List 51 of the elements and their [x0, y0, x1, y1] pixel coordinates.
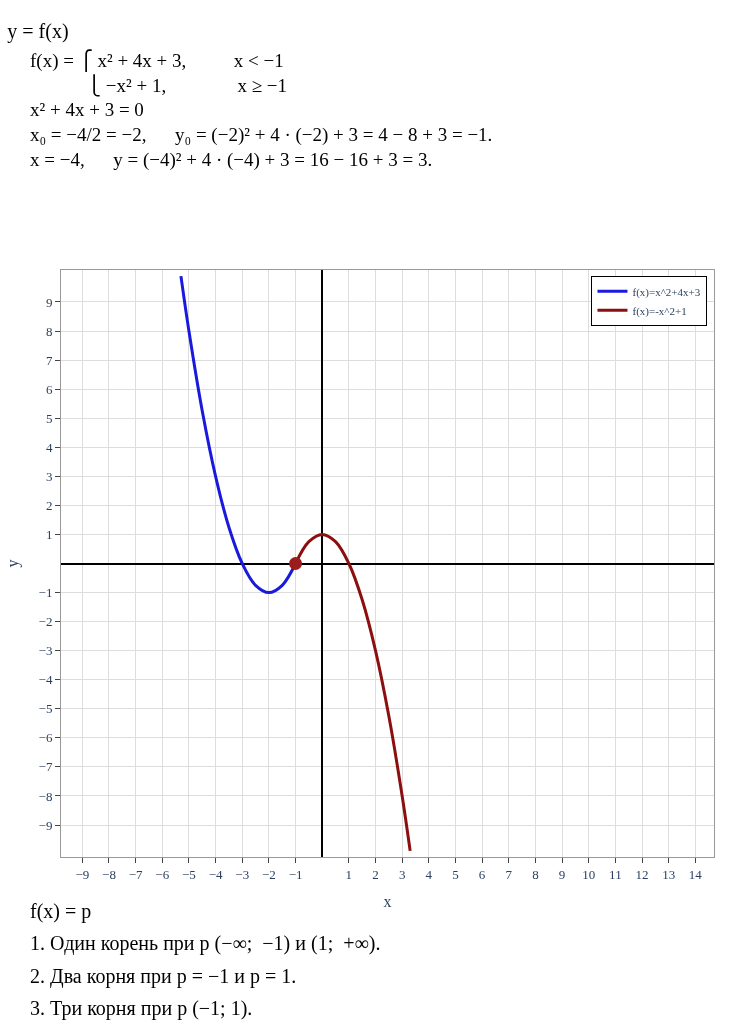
x-tick-label: 14: [688, 866, 703, 882]
chart-title: y = f(x): [7, 20, 69, 43]
x-tick-label: −4: [208, 866, 223, 882]
x-tick-label: 5: [452, 866, 459, 882]
y-tick-label: 1: [45, 526, 53, 542]
y-tick-label: −9: [38, 817, 53, 833]
y-axis-title: y: [4, 559, 23, 568]
y-tick-label: −6: [38, 730, 53, 746]
text: 1. Один корень при p (−∞; −1) и (1; +∞).: [30, 932, 381, 955]
y-tick-label: 5: [45, 410, 53, 426]
x-tick-label: 6: [478, 866, 486, 882]
x-tick-label: −6: [155, 866, 170, 882]
y-tick-label: −5: [38, 701, 53, 717]
y-tick-label: −4: [38, 672, 53, 688]
x-tick-label: 7: [505, 866, 513, 882]
y-tick-label: −7: [38, 759, 53, 775]
x-tick-label: 8: [532, 866, 539, 882]
x-tick-label: 2: [372, 866, 379, 882]
chart-subtitle: f(x) = ⎧ x² + 4x + 3, x < −1 ⎩ −x² + 1, x ≥ −1 x² + 4x + 3 = 0 x₀ = −4/2 = −2, y₀ = (−2)² + 4 · (−2) + 3 = 4 − 8 + 3 = −1. x = −4, y = (−4)² + 4 · (−4) + 3 = 16 − 16 + 3 = 3.: [30, 49, 493, 171]
x-tick-label: 9: [558, 866, 566, 882]
y-tick-label: −2: [38, 614, 53, 630]
x-tick-label: −3: [235, 866, 250, 882]
x-tick-label: 13: [662, 866, 676, 882]
x-tick-label: 3: [398, 866, 406, 882]
x-axis-title: x: [383, 893, 392, 911]
legend-label: f(x)=-x^2+1: [632, 304, 687, 318]
x-tick-label: 10: [582, 866, 596, 882]
y-tick-label: −8: [38, 788, 53, 804]
y-tick-label: 4: [45, 439, 53, 455]
x-tick-label: −8: [102, 866, 116, 882]
text: 3. Три корня при p (−1; 1).: [30, 997, 253, 1020]
y-tick-label: 7: [45, 352, 53, 368]
text: f(x) = p: [30, 900, 92, 923]
x-tick-label: 11: [609, 866, 622, 882]
y-tick-label: 9: [45, 294, 53, 310]
y-tick-label: 6: [45, 381, 53, 397]
y-tick-label: −3: [38, 643, 53, 659]
x-tick-label: −1: [288, 866, 303, 882]
x-tick-label: −5: [182, 866, 196, 882]
y-tick-label: 8: [45, 323, 53, 339]
x-tick-label: −7: [128, 866, 144, 882]
x-tick-label: 12: [635, 866, 649, 882]
x-tick-label: −9: [75, 866, 90, 882]
x-tick-label: 4: [425, 866, 433, 882]
text: 2. Два корня при p = −1 и p = 1.: [30, 965, 297, 988]
legend-label: f(x)=x^2+4x+3: [632, 285, 701, 299]
x-tick-label: −2: [261, 866, 276, 882]
y-tick-label: 2: [45, 497, 53, 513]
y-tick-label: −1: [38, 585, 53, 601]
x-tick-label: 1: [345, 866, 353, 882]
y-tick-label: 3: [45, 468, 53, 484]
